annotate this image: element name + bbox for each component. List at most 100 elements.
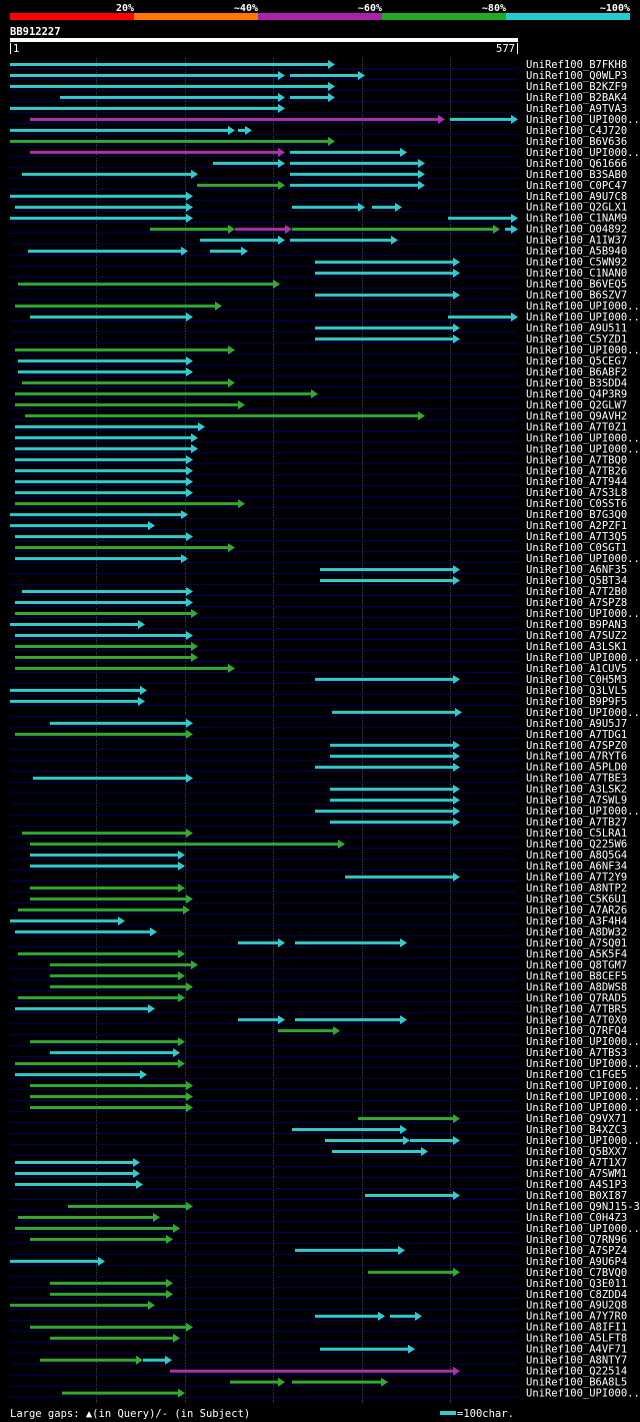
hit-row[interactable]: UniRef100_A9U5J7 [10,718,627,730]
hit-row[interactable]: UniRef100_B9P9F5 [10,696,627,708]
hit-row[interactable]: UniRef100_Q2GLW7 [10,399,627,411]
hit-row[interactable]: UniRef100_A7TBQ0 [10,454,627,466]
alignment-segment[interactable] [15,930,151,934]
alignment-segment[interactable] [15,1182,137,1186]
hit-row[interactable]: UniRef100_UPI000.. [10,1102,640,1114]
alignment-segment[interactable] [15,1073,141,1077]
hit-row[interactable]: UniRef100_A7SUZ2 [10,630,627,642]
hit-label[interactable]: UniRef100_A7TDG1 [526,729,627,741]
alignment-segment[interactable] [315,293,454,297]
hit-label[interactable]: UniRef100_A7TBE3 [526,773,627,785]
hit-row[interactable]: UniRef100_A9U511 [10,323,627,335]
hit-label[interactable]: UniRef100_A7SUZ2 [526,630,627,642]
hit-label[interactable]: UniRef100_B6ABF2 [526,366,627,378]
alignment-segment[interactable] [315,326,454,330]
hit-row[interactable]: UniRef100_A5K5F4 [10,948,627,960]
alignment-segment[interactable] [15,655,192,659]
hit-label[interactable]: UniRef100_B0XI87 [526,1190,627,1202]
alignment-segment[interactable] [62,1391,179,1395]
alignment-segment[interactable] [30,842,339,846]
alignment-segment[interactable] [325,1139,404,1143]
hit-label[interactable]: UniRef100_Q61666 [526,158,627,170]
alignment-segment[interactable] [170,1369,454,1373]
hit-label[interactable]: UniRef100_Q8TGM7 [526,959,627,971]
hit-row[interactable]: UniRef100_A7TDG1 [10,729,627,741]
alignment-segment[interactable] [290,161,419,165]
alignment-segment[interactable] [238,128,246,132]
hit-label[interactable]: UniRef100_O04892 [526,224,627,236]
hit-row[interactable]: UniRef100_A7T2Y9 [10,872,627,884]
alignment-segment[interactable] [290,95,329,99]
alignment-segment[interactable] [18,1215,154,1219]
hit-label[interactable]: UniRef100_C5YZD1 [526,334,627,346]
alignment-segment[interactable] [330,820,454,824]
hit-row[interactable]: UniRef100_A7SWL9 [10,795,627,807]
alignment-segment[interactable] [10,688,141,692]
hit-label[interactable]: UniRef100_C4J720 [526,125,627,137]
hit-label[interactable]: UniRef100_Q4P3R9 [526,388,627,400]
hit-row[interactable]: UniRef100_A7SQ01 [10,937,627,949]
hit-label[interactable]: UniRef100_A7SQ01 [526,937,627,949]
hit-row[interactable]: UniRef100_Q9VX71 [10,1113,627,1125]
hit-label[interactable]: UniRef100_A7T2Y9 [526,872,627,884]
alignment-segment[interactable] [15,436,192,440]
hit-row[interactable]: UniRef100_A7SPZ8 [10,597,627,609]
hit-row[interactable]: UniRef100_A3F4H4 [10,915,627,927]
hit-label[interactable]: UniRef100_Q0WLP3 [526,70,627,82]
hit-label[interactable]: UniRef100_A5B940 [526,246,627,258]
hit-label[interactable]: UniRef100_C0H4Z3 [526,1212,627,1224]
alignment-segment[interactable] [15,403,239,407]
hit-label[interactable]: UniRef100_A6NF35 [526,564,627,576]
hit-label[interactable]: UniRef100_A7SWL9 [526,795,627,807]
alignment-segment[interactable] [10,622,139,626]
hit-label[interactable]: UniRef100_A7T0X0 [526,1014,627,1026]
hit-label[interactable]: UniRef100_A1CUV5 [526,663,627,675]
hit-label[interactable]: UniRef100_A7T1X7 [526,1157,627,1169]
alignment-segment[interactable] [238,941,279,945]
hit-label[interactable]: UniRef100_A7TB26 [526,465,627,477]
hit-row[interactable]: UniRef100_Q0WLP3 [10,70,627,82]
hit-row[interactable]: UniRef100_C0H4Z3 [10,1212,627,1224]
hit-label[interactable]: UniRef100_B8CEF5 [526,970,627,982]
hit-row[interactable]: UniRef100_Q4P3R9 [10,388,627,400]
hit-row[interactable]: UniRef100_Q3E011 [10,1278,627,1290]
alignment-segment[interactable] [15,304,216,308]
hit-row[interactable]: UniRef100_Q5CEG7 [10,355,627,367]
alignment-segment[interactable] [278,1029,334,1033]
hit-row[interactable]: UniRef100_UPI000.. [10,1091,640,1103]
hit-label[interactable]: UniRef100_C0PC47 [526,180,627,192]
alignment-segment[interactable] [15,557,182,561]
hit-row[interactable]: UniRef100_A9U7C8 [10,191,627,203]
hit-row[interactable]: UniRef100_B3SDD4 [10,377,627,389]
hit-label[interactable]: UniRef100_A7TB27 [526,817,627,829]
alignment-segment[interactable] [320,568,454,572]
hit-label[interactable]: UniRef100_UPI000.. [526,1223,640,1235]
hit-label[interactable]: UniRef100_Q3E011 [526,1278,627,1290]
hit-label[interactable]: UniRef100_A9U7C8 [526,191,627,203]
hit-label[interactable]: UniRef100_A8DWS8 [526,981,627,993]
alignment-segment[interactable] [50,1336,174,1340]
hit-label[interactable]: UniRef100_Q225W6 [526,839,627,851]
hit-row[interactable]: UniRef100_UPI000.. [10,301,640,313]
alignment-segment[interactable] [50,963,192,967]
hit-label[interactable]: UniRef100_B2BAK4 [526,92,627,104]
alignment-segment[interactable] [410,1139,454,1143]
hit-label[interactable]: UniRef100_A4VF71 [526,1344,627,1356]
hit-label[interactable]: UniRef100_B3SAB0 [526,169,627,181]
alignment-segment[interactable] [10,699,139,703]
hit-row[interactable]: UniRef100_A8NTP2 [10,883,627,895]
hit-label[interactable]: UniRef100_A8NTP2 [526,883,627,895]
alignment-segment[interactable] [10,524,149,528]
hit-label[interactable]: UniRef100_A3LSK1 [526,641,627,653]
hit-row[interactable]: UniRef100_C5K6U1 [10,893,627,905]
alignment-segment[interactable] [332,710,456,714]
hit-row[interactable]: UniRef100_UPI000.. [10,344,640,356]
alignment-segment[interactable] [315,260,454,264]
hit-row[interactable]: UniRef100_UPI000.. [10,1135,640,1147]
alignment-segment[interactable] [292,205,359,209]
alignment-segment[interactable] [18,282,274,286]
alignment-segment[interactable] [50,974,179,978]
hit-label[interactable]: UniRef100_UPI000.. [526,1135,640,1147]
alignment-segment[interactable] [15,546,229,550]
alignment-segment[interactable] [10,128,229,132]
